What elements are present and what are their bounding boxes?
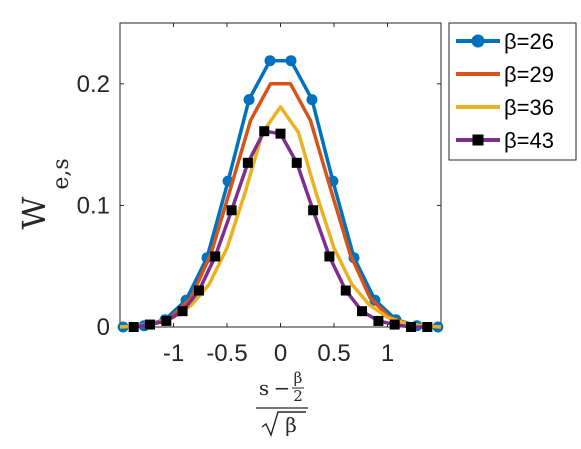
series-point: [144, 319, 155, 330]
x-axis-label: s − β 2 β: [256, 369, 308, 437]
series-point: [357, 306, 368, 317]
series-point: [264, 55, 276, 67]
series-point: [243, 94, 255, 106]
x-tick-label: 1: [381, 340, 394, 367]
series-point: [308, 205, 319, 216]
series-point: [389, 319, 400, 330]
y-axis-label-main: W: [15, 196, 53, 229]
series-point: [259, 126, 270, 137]
y-axis-label-subscript: e,s: [49, 158, 74, 189]
y-tick-label: 0: [97, 314, 110, 341]
series-point: [340, 285, 351, 296]
series-layer: [117, 55, 444, 333]
series-line-0: [123, 58, 438, 329]
y-tick-label: 0.2: [77, 71, 110, 98]
y-tick-label: 0.1: [77, 192, 110, 219]
x-tick-label: 0.5: [317, 340, 350, 367]
series-point: [275, 128, 286, 139]
series-point: [161, 315, 172, 326]
legend-label-3: β=43: [504, 128, 554, 153]
x-label-two: 2: [293, 387, 303, 405]
legend-marker: [472, 134, 484, 146]
legend: β=26 β=29 β=36 β=43: [448, 22, 577, 161]
x-label-beta: β: [285, 413, 297, 437]
series-point: [128, 322, 139, 332]
legend-marker: [471, 34, 485, 48]
legend-label-1: β=29: [504, 62, 554, 87]
series-point: [177, 306, 188, 317]
series-point: [242, 157, 253, 168]
legend-box: [448, 22, 577, 161]
series-point: [306, 94, 318, 106]
x-tick-label: -1: [163, 340, 184, 367]
plot-area: [119, 22, 442, 328]
series-point: [210, 251, 221, 262]
series-point: [422, 322, 433, 332]
x-label-beta-small: β: [294, 369, 303, 387]
series-point: [226, 205, 237, 216]
series-point: [406, 322, 417, 332]
legend-items: β=26 β=29 β=36 β=43: [456, 29, 554, 153]
series-point: [324, 251, 335, 262]
x-label-minus: −: [274, 376, 291, 400]
sqrt-icon: [261, 411, 306, 437]
legend-label-2: β=36: [504, 95, 554, 120]
series-point: [285, 55, 297, 67]
x-label-s: s: [259, 376, 269, 400]
series-point: [193, 285, 204, 296]
x-tick-label: -0.5: [206, 340, 247, 367]
y-axis-label: W e,s: [15, 158, 74, 229]
x-tick-label: 0: [274, 340, 287, 367]
legend-label-0: β=26: [504, 29, 554, 54]
series-point: [291, 157, 302, 168]
series-point: [373, 315, 384, 326]
